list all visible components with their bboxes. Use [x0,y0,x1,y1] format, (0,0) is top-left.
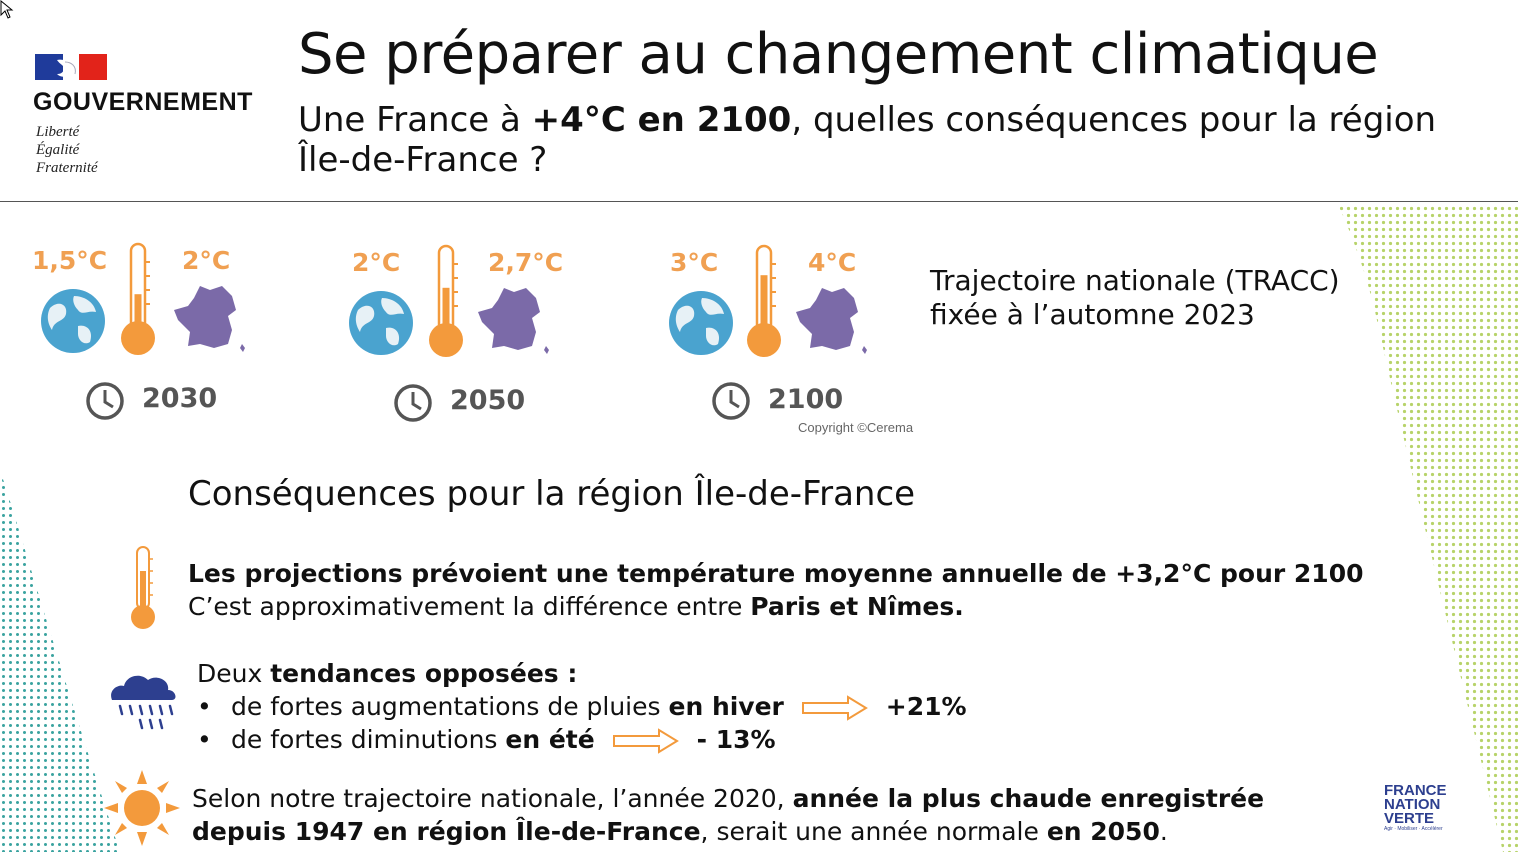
france-nation-verte-logo: FRANCE NATION VERTE Agir · Mobiliser · A… [1384,782,1456,834]
government-name: GOUVERNEMENT [33,88,253,116]
thermometer-icon [429,244,463,357]
france-temperature: 2°C [182,246,231,275]
bullet-text: de fortes augmentations de pluies [231,692,669,721]
heat-text: Selon notre trajectoire nationale, l’ann… [192,784,793,813]
bullet: • [197,725,212,754]
motto-liberte: Liberté [36,124,80,140]
clock-icon [394,384,432,422]
france-map-icon [478,288,549,354]
subtitle-highlight: +4°C en 2100 [531,100,792,140]
tracc-caption: Trajectoire nationale (TRACC) fixée à l’… [930,264,1340,332]
scenario-year: 2100 [768,384,844,415]
france-map-icon [796,288,867,354]
logo-line-1: FRANCE [1384,782,1447,799]
logo-tagline: Agir · Mobiliser · Accélérer [1384,826,1443,832]
france-temperature: 2,7°C [488,248,564,277]
page-subtitle: Une France à +4°C en 2100, quelles consé… [298,100,1468,180]
clock-icon [712,382,750,420]
bullet: • [197,692,212,721]
rain-bullet-summer: • de fortes diminutions en été - 13% [197,723,776,756]
globe-icon [669,291,733,355]
globe-icon [349,291,413,355]
tracc-line-2: fixée à l’automne 2023 [930,298,1255,331]
france-temperature: 4°C [808,248,857,277]
arrow-right-icon [801,695,868,721]
comparison-cities: Paris et Nîmes. [750,592,964,621]
consequences-title: Conséquences pour la région Île-de-Franc… [188,474,916,514]
thermometer-icon [121,242,155,355]
arrow-right-icon [612,728,679,754]
teal-dot-pattern [0,470,120,852]
scenario-year: 2050 [450,385,526,416]
thermometer-small-icon [131,546,155,629]
subtitle-post: , quelles conséquences pour la région Îl… [298,100,1437,180]
heat-record: Selon notre trajectoire nationale, l’ann… [192,782,1264,848]
heat-mid: , serait une année normale [700,817,1047,846]
scenario-2030: 1,5°C 2°C 2030 [30,240,270,440]
scenario-2050: 2°C 2,7°C 2050 [340,242,580,442]
heat-year-bold: en 2050 [1046,817,1160,846]
logo-line-2: NATION [1384,796,1441,813]
globe-icon [41,289,105,353]
rain-change-value: +21% [885,692,967,721]
page-title: Se préparer au changement climatique [298,22,1379,87]
image-copyright: Copyright ©Cerema [798,420,914,435]
world-temperature: 1,5°C [32,246,108,275]
bullet-season: en hiver [668,692,784,721]
world-temperature: 3°C [670,248,719,277]
temperature-projection-line: Les projections prévoient une températur… [188,559,1364,588]
government-motto: Liberté Égalité Fraternité [36,123,98,177]
clock-icon [86,382,124,420]
rain-trends: Deux tendances opposées : [197,657,577,690]
mouse-cursor-icon [0,0,14,19]
subtitle-pre: Une France à [298,100,532,140]
heat-end: . [1159,817,1168,846]
rain-change-value: - 13% [696,725,776,754]
heat-bold: année la plus chaude enregistrée [792,784,1265,813]
world-temperature: 2°C [352,248,401,277]
rain-cloud-icon [111,675,176,730]
tracc-line-1: Trajectoire nationale (TRACC) [930,264,1340,297]
bullet-text: de fortes diminutions [231,725,506,754]
logo-line-3: VERTE [1384,810,1435,827]
header-divider [0,201,1518,202]
marianne-flag-logo [35,54,107,80]
bullet-season: en été [505,725,595,754]
scenario-year: 2030 [142,383,218,414]
sun-icon [104,770,180,846]
rain-intro-bold: tendances opposées : [270,659,578,688]
france-map-icon [174,286,245,352]
motto-fraternite: Fraternité [36,160,98,176]
thermometer-icon [747,244,781,357]
temperature-projection: Les projections prévoient une températur… [188,557,1364,623]
green-dot-pattern [1338,205,1518,852]
scenario-2100: 3°C 4°C 2100 [662,242,902,442]
rain-intro: Deux [197,659,271,688]
heat-region-bold: depuis 1947 en région Île-de-France [192,817,701,846]
rain-bullet-winter: • de fortes augmentations de pluies en hi… [197,690,967,723]
comparison-text: C’est approximativement la différence en… [188,592,751,621]
motto-egalite: Égalité [36,142,80,158]
